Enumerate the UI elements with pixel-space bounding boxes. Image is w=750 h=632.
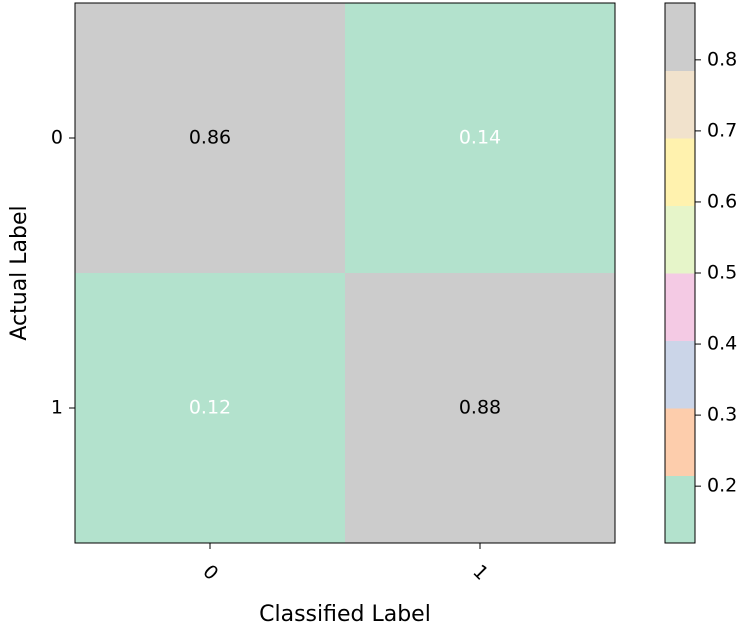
- x-tick-label: 1: [468, 561, 492, 585]
- cell: [75, 3, 345, 273]
- cell-label: 0.12: [189, 397, 231, 419]
- colorbar-band: [665, 408, 695, 476]
- colorbar-band: [665, 138, 695, 206]
- y-tick-label: 1: [51, 397, 63, 419]
- x-tick-label: 0: [198, 561, 222, 585]
- colorbar-band: [665, 70, 695, 139]
- cell: [345, 273, 615, 543]
- cell-label: 0.14: [459, 127, 501, 149]
- colorbar-tick-label: 0.2: [707, 475, 737, 497]
- x-axis-label: Classified Label: [259, 602, 431, 627]
- colorbar-tick-label: 0.4: [707, 333, 737, 355]
- colorbar-band: [665, 205, 695, 274]
- plot-frame: [74, 2, 616, 544]
- colorbar-band: [665, 273, 695, 341]
- y-axis-label: Actual Label: [7, 205, 32, 340]
- cell: [75, 273, 345, 543]
- cell-label: 0.86: [189, 127, 231, 149]
- colorbar-tick-label: 0.8: [707, 48, 737, 70]
- colorbar-tick-label: 0.3: [707, 404, 737, 426]
- colorbar-tick-label: 0.5: [707, 262, 737, 284]
- colorbar-tick-label: 0.6: [707, 190, 737, 212]
- colorbar-tick-label: 0.7: [707, 119, 737, 141]
- cell: [345, 3, 615, 273]
- y-tick-label: 0: [51, 127, 63, 149]
- colorbar-band: [665, 3, 695, 71]
- colorbar-band: [665, 340, 695, 409]
- cell-label: 0.88: [459, 397, 501, 419]
- colorbar-band: [665, 475, 695, 544]
